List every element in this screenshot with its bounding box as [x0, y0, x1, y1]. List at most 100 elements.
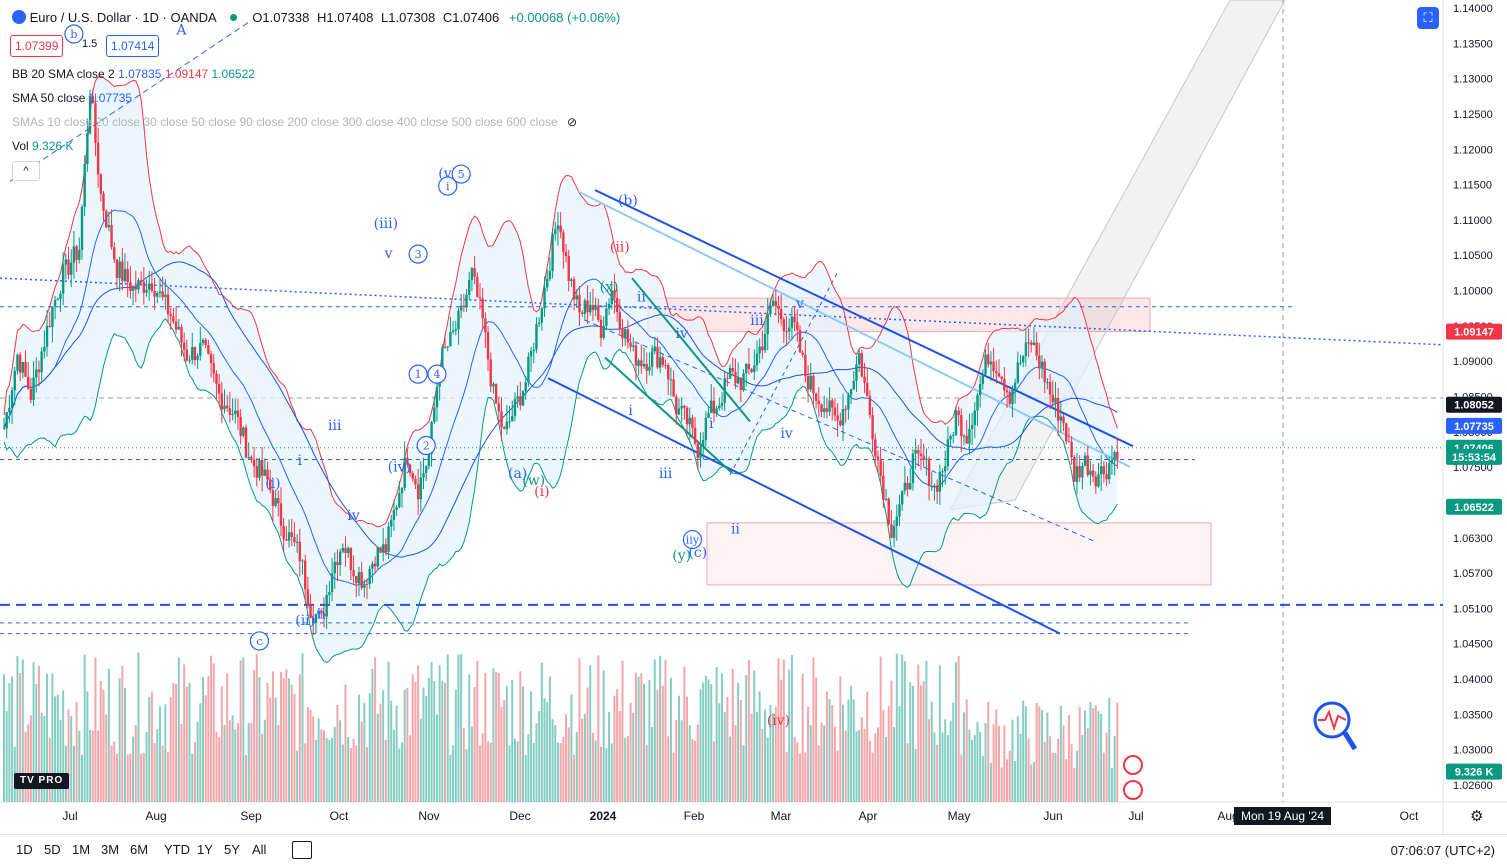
calendar-icon[interactable]	[292, 841, 312, 859]
candle-body	[234, 410, 237, 414]
alert-icon	[1123, 780, 1143, 800]
clock-readout[interactable]: 07:06:07 (UTC+2)	[1390, 843, 1495, 858]
candle-body	[196, 355, 199, 361]
range-button-5d[interactable]: 5D	[44, 842, 61, 857]
indicator-volume[interactable]: Vol 9.326 K	[12, 139, 73, 153]
range-button-1m[interactable]: 1M	[72, 842, 91, 857]
wave-label: 1	[415, 368, 422, 381]
range-button-5y[interactable]: 5Y	[224, 842, 240, 857]
volume-bar	[1084, 710, 1087, 802]
symbol-logo-icon[interactable]	[12, 10, 26, 24]
range-button-3m[interactable]: 3M	[101, 842, 120, 857]
volume-bar	[764, 709, 767, 802]
symbol-title[interactable]: Euro / U.S. Dollar · 1D · OANDA	[29, 10, 217, 25]
range-button-1d[interactable]: 1D	[16, 842, 33, 857]
volume-bar	[129, 753, 132, 802]
candle-body	[67, 259, 70, 275]
wave-label: i	[298, 453, 303, 469]
volume-bar	[516, 741, 519, 802]
volume-bar	[62, 690, 65, 802]
volume-bar	[1024, 706, 1027, 802]
volume-bar	[796, 742, 799, 802]
volume-bar	[78, 730, 81, 802]
candle-body	[78, 249, 81, 260]
indicator-smas[interactable]: SMAs 10 close 20 close 30 close 50 close…	[12, 115, 577, 129]
candle-body	[753, 365, 756, 373]
candle-body	[446, 346, 449, 348]
candle-body	[868, 396, 872, 416]
candle-body	[102, 193, 105, 211]
candle-body	[433, 407, 436, 423]
candle-body	[88, 95, 92, 134]
volume-bar	[1008, 750, 1011, 802]
range-button-6m[interactable]: 6M	[130, 842, 149, 857]
volume-bar	[107, 668, 110, 802]
wave-label: ii	[637, 289, 646, 305]
sell-price-button[interactable]: 1.07399	[10, 35, 64, 57]
volume-bar	[1105, 732, 1108, 802]
bb-fill	[4, 76, 1118, 663]
volume-bar	[1059, 705, 1062, 802]
candle-body	[521, 391, 525, 406]
volume-bar	[1081, 734, 1084, 802]
buy-price-button[interactable]: 1.07414	[106, 35, 160, 57]
sma50-label: SMA 50 close	[12, 91, 86, 105]
range-button-ytd[interactable]: YTD	[164, 842, 190, 857]
volume-bar	[228, 720, 231, 802]
candle-body	[427, 453, 431, 467]
volume-bar	[583, 713, 586, 802]
range-button-all[interactable]: All	[252, 842, 267, 857]
chart-canvas[interactable]: 1.14000 1.13500 1.13000 1.12500 1.12000 1.115…	[0, 0, 1507, 834]
wave-label-circle	[451, 164, 471, 184]
price-tick-label: 1.11500	[1453, 180, 1492, 192]
volume-bar	[215, 731, 218, 802]
candle-body	[201, 339, 205, 344]
volume-bar	[616, 689, 619, 802]
indicator-sma50[interactable]: SMA 50 close 1.07735	[12, 91, 132, 105]
volume-bar	[43, 715, 46, 802]
candle-body	[403, 457, 406, 489]
volume-bar	[1046, 712, 1049, 802]
candle-body	[960, 415, 963, 437]
candle-body	[309, 605, 312, 619]
volume-bar	[527, 734, 530, 802]
volume-bar	[110, 745, 113, 802]
volume-bar	[1070, 744, 1073, 802]
volume-bar	[242, 657, 245, 802]
candle-body	[226, 405, 229, 409]
axis-price-label-bg	[1446, 396, 1502, 413]
candle-body	[24, 361, 27, 377]
candle-body	[607, 303, 611, 309]
volume-bar	[191, 753, 194, 802]
candle-body	[290, 532, 293, 537]
candle-body	[61, 264, 65, 294]
range-button-1y[interactable]: 1Y	[197, 842, 213, 857]
fullscreen-icon[interactable]: ⛶	[1417, 7, 1439, 29]
volume-bar	[1062, 725, 1065, 802]
volume-bar	[395, 705, 398, 802]
bb-lower-line	[3, 318, 1118, 664]
collapse-legend-button[interactable]: ^	[12, 161, 40, 181]
volume-bar	[80, 754, 83, 802]
volume-bar	[573, 754, 576, 802]
candle-body	[199, 343, 202, 356]
bb-upper-line	[3, 75, 1118, 528]
volume-bar	[656, 689, 659, 802]
candle-body	[680, 405, 683, 409]
candle-body	[739, 377, 743, 391]
volume-bar	[696, 724, 699, 802]
candle-body	[390, 519, 393, 527]
volume-bar	[266, 682, 269, 802]
volume-bar	[368, 693, 371, 802]
candle-body	[333, 561, 336, 574]
candle-body	[586, 300, 589, 313]
hidden-eye-icon[interactable]: ⊘	[567, 115, 578, 129]
gear-icon[interactable]: ⚙	[1470, 808, 1484, 825]
indicator-bb[interactable]: BB 20 SMA close 2 1.07835 1.09147 1.0652…	[12, 67, 255, 81]
price-tick-label: 1.04500	[1453, 639, 1493, 651]
volume-bar	[1043, 741, 1046, 802]
volume-bar	[1019, 733, 1022, 802]
candle-body	[5, 412, 8, 429]
candle-body	[56, 299, 59, 301]
volume-bar	[995, 709, 998, 802]
